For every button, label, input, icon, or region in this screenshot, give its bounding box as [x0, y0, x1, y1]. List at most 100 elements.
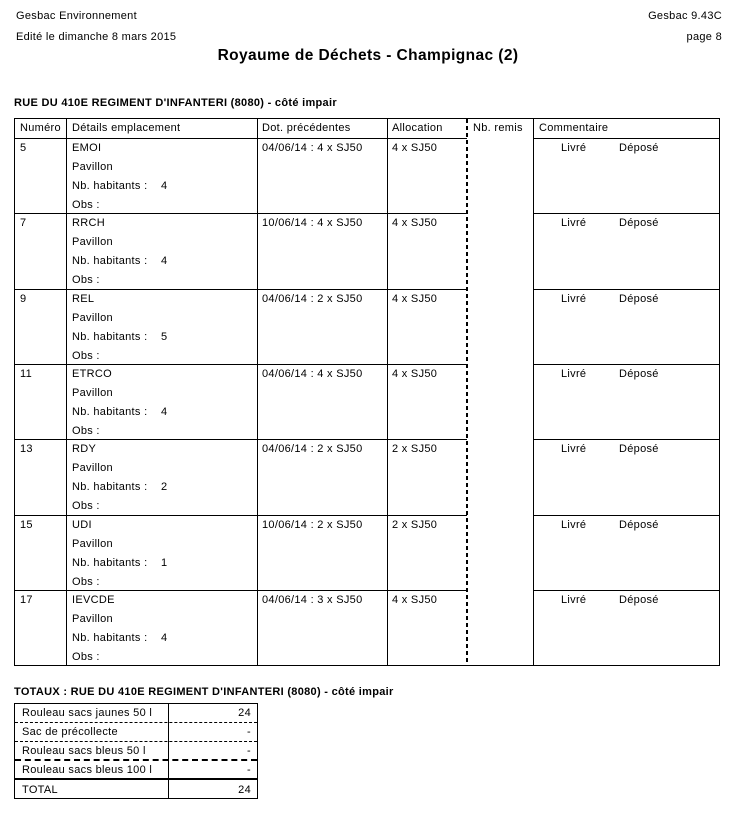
cell-hab-label: Nb. habitants : — [72, 180, 148, 192]
table-row: 9 REL Pavillon Nb. habitants : 5 Obs : 0… — [15, 288, 719, 364]
cell-livre: Livré — [561, 142, 587, 154]
cell-type: Pavillon — [72, 386, 113, 399]
cell-numero: 17 — [20, 593, 33, 606]
totals-row: Rouleau sacs jaunes 50 l 24 — [15, 704, 257, 723]
cell-hab-count: 4 — [161, 405, 168, 418]
column-divider — [66, 119, 67, 665]
table-row: 11 ETRCO Pavillon Nb. habitants : 4 Obs … — [15, 363, 719, 439]
column-divider — [533, 119, 534, 665]
table-row: 13 RDY Pavillon Nb. habitants : 2 Obs : … — [15, 439, 719, 514]
cell-name: EMOI — [72, 142, 102, 154]
report-title: Royaume de Déchets - Champignac (2) — [217, 47, 519, 64]
totals-label: Rouleau sacs bleus 50 l — [22, 744, 146, 757]
cell-allocation: 2 x SJ50 — [392, 518, 438, 531]
col-header-dotations: Dot. précédentes — [262, 122, 351, 134]
cell-name: RRCH — [72, 217, 105, 230]
cell-dot-precedente: 10/06/14 : 2 x SJ50 — [262, 518, 363, 531]
cell-dot-precedente: 04/06/14 : 2 x SJ50 — [262, 292, 363, 305]
cell-livre: Livré — [561, 443, 587, 456]
cell-type: Pavillon — [72, 161, 113, 173]
totals-value: - — [247, 744, 251, 757]
cell-obs-label: Obs : — [72, 349, 100, 362]
cell-obs-label: Obs : — [72, 650, 100, 663]
cell-hab-label: Nb. habitants : — [72, 330, 148, 343]
cell-dot-precedente: 04/06/14 : 4 x SJ50 — [262, 367, 363, 380]
cell-obs-label: Obs : — [72, 575, 100, 588]
cell-allocation: 4 x SJ50 — [392, 367, 438, 380]
totals-label: Sac de précollecte — [22, 726, 118, 738]
cell-allocation: 4 x SJ50 — [392, 217, 438, 230]
street-section-header: RUE DU 410E REGIMENT D'INFANTERI (8080) … — [14, 97, 337, 109]
table-row: 7 RRCH Pavillon Nb. habitants : 4 Obs : … — [15, 213, 719, 288]
totals-total-value: 24 — [238, 783, 251, 796]
cell-obs-label: Obs : — [72, 500, 100, 513]
totals-row: Rouleau sacs bleus 100 l - — [15, 761, 257, 780]
totals-value: - — [247, 763, 251, 776]
totals-table: Rouleau sacs jaunes 50 l 24 Sac de préco… — [14, 703, 258, 799]
col-header-allocation: Allocation — [392, 122, 443, 134]
totals-label: Rouleau sacs bleus 100 l — [22, 763, 153, 776]
cell-numero: 9 — [20, 292, 27, 305]
col-header-nb-remis: Nb. remis — [473, 122, 523, 134]
cell-numero: 5 — [20, 142, 27, 154]
col-header-commentaire: Commentaire — [539, 122, 609, 134]
row-separator — [533, 138, 719, 139]
cell-depose: Déposé — [619, 593, 659, 606]
nb-remis-dashed-divider — [466, 119, 468, 665]
cell-depose: Déposé — [619, 142, 659, 154]
cell-dot-precedente: 04/06/14 : 4 x SJ50 — [262, 142, 363, 154]
cell-allocation: 4 x SJ50 — [392, 593, 438, 606]
cell-depose: Déposé — [619, 292, 659, 305]
cell-type: Pavillon — [72, 236, 113, 249]
totals-row: Sac de précollecte - — [15, 723, 257, 742]
row-separator — [533, 439, 719, 441]
cell-hab-count: 4 — [161, 180, 168, 192]
totals-value: - — [247, 726, 251, 738]
cell-allocation: 4 x SJ50 — [392, 292, 438, 305]
cell-dot-precedente: 04/06/14 : 3 x SJ50 — [262, 593, 363, 606]
column-divider — [257, 119, 258, 665]
cell-type: Pavillon — [72, 462, 113, 475]
column-divider — [387, 119, 388, 665]
totals-label: Rouleau sacs jaunes 50 l — [22, 707, 153, 719]
row-separator — [15, 589, 467, 591]
app-version: Gesbac 9.43C — [648, 10, 722, 22]
company-name: Gesbac Environnement — [16, 10, 137, 22]
cell-hab-label: Nb. habitants : — [72, 481, 148, 494]
row-separator — [533, 288, 719, 290]
table-header-row: Numéro Détails emplacement Dot. précéden… — [15, 119, 719, 138]
cell-numero: 13 — [20, 443, 33, 456]
table-row: 17 IEVCDE Pavillon Nb. habitants : 4 Obs… — [15, 589, 719, 665]
page-number: page 8 — [686, 31, 722, 43]
collection-table: Numéro Détails emplacement Dot. précéden… — [14, 118, 720, 666]
cell-obs-label: Obs : — [72, 424, 100, 437]
cell-name: ETRCO — [72, 367, 112, 380]
cell-hab-count: 4 — [161, 631, 168, 644]
cell-name: IEVCDE — [72, 593, 115, 606]
totals-total-row: TOTAL 24 — [15, 780, 257, 799]
cell-depose: Déposé — [619, 217, 659, 230]
cell-hab-count: 5 — [161, 330, 168, 343]
col-header-numero: Numéro — [20, 122, 61, 134]
cell-livre: Livré — [561, 217, 587, 230]
cell-hab-count: 1 — [161, 556, 168, 569]
row-separator — [533, 213, 719, 215]
col-header-details: Détails emplacement — [72, 122, 181, 134]
cell-depose: Déposé — [619, 367, 659, 380]
cell-name: RDY — [72, 443, 97, 456]
cell-obs-label: Obs : — [72, 199, 100, 211]
cell-numero: 7 — [20, 217, 27, 230]
cell-type: Pavillon — [72, 311, 113, 324]
totals-row: Rouleau sacs bleus 50 l - — [15, 742, 257, 761]
row-separator — [15, 439, 467, 441]
cell-livre: Livré — [561, 593, 587, 606]
row-separator — [15, 363, 467, 365]
cell-name: REL — [72, 292, 95, 305]
row-separator — [15, 213, 467, 215]
cell-hab-count: 4 — [161, 255, 168, 268]
cell-livre: Livré — [561, 292, 587, 305]
row-separator — [15, 288, 467, 290]
cell-allocation: 4 x SJ50 — [392, 142, 438, 154]
edit-date: Edité le dimanche 8 mars 2015 — [16, 31, 177, 43]
